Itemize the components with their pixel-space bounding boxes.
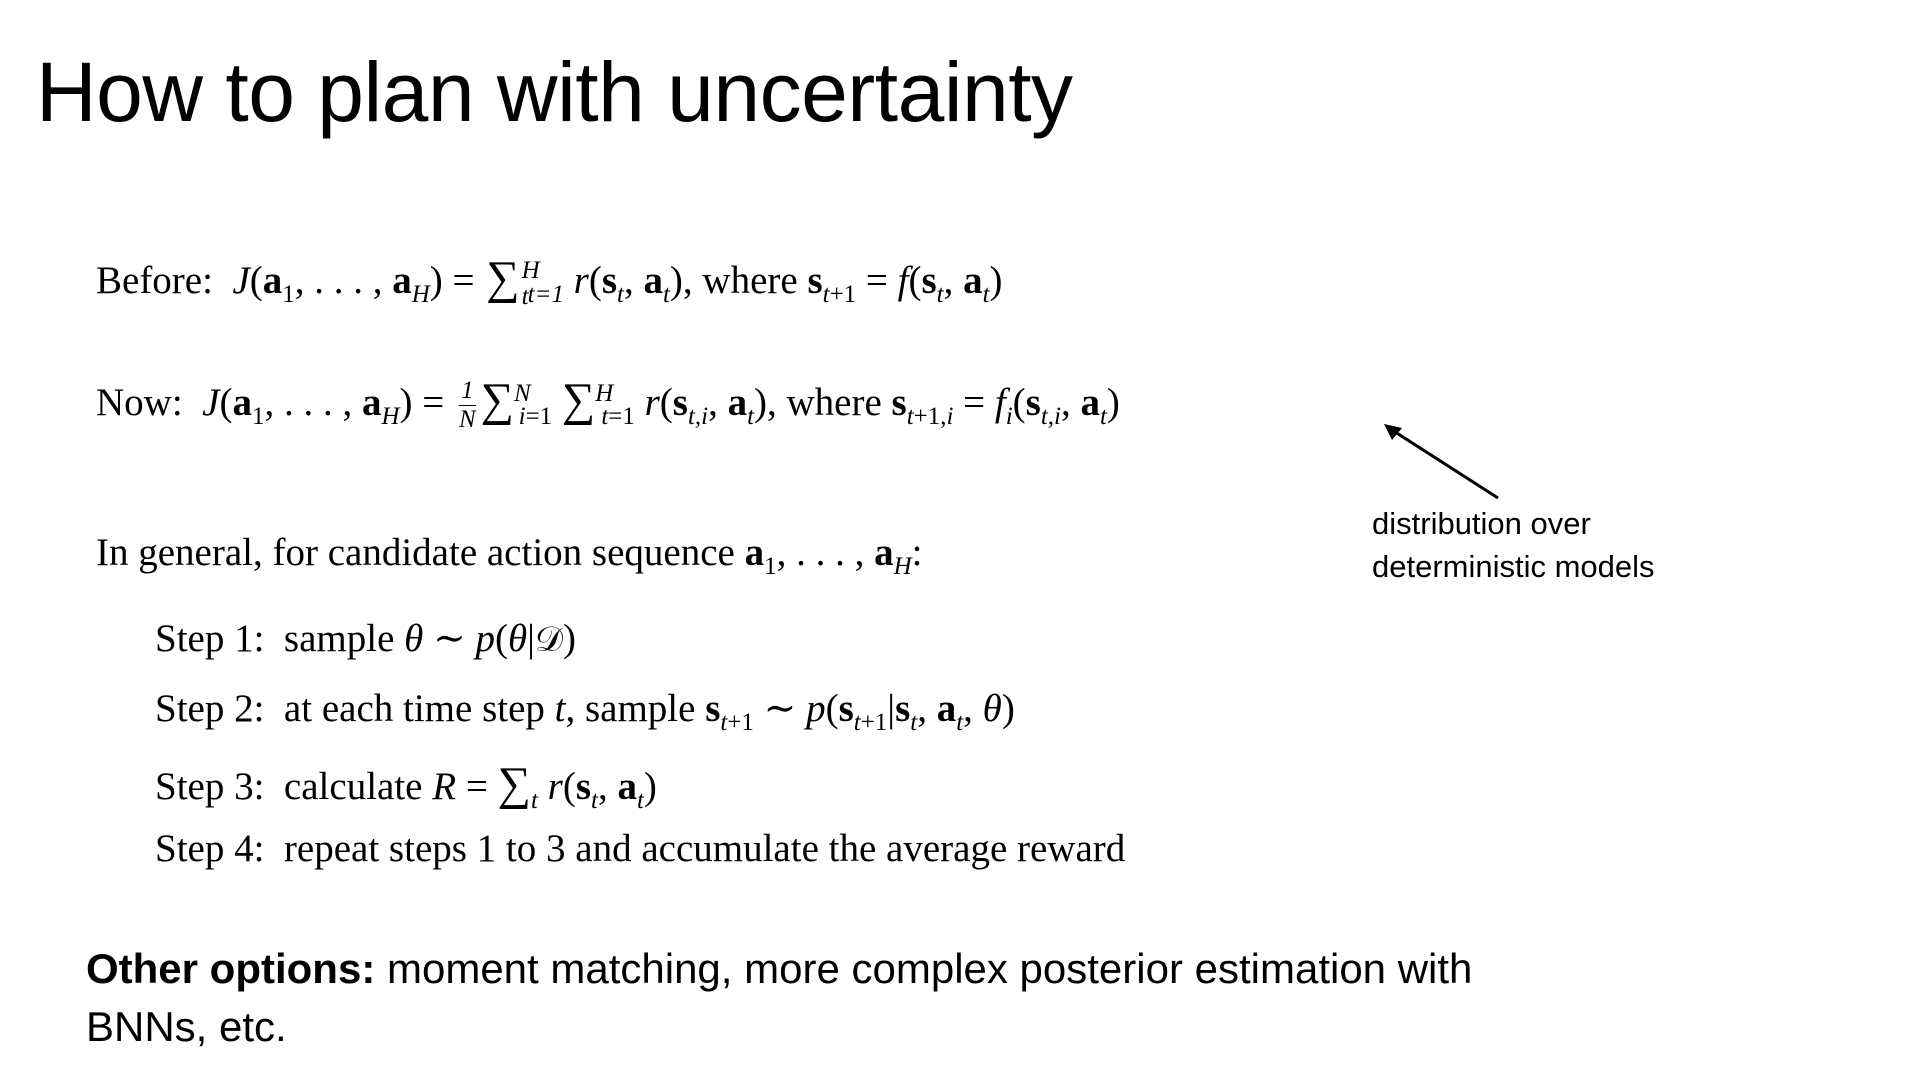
general-label: In general, for candidate action sequenc… [96, 531, 735, 574]
equation-now: Now: J(a1, . . . , aH) = 1 N ∑Ni=1 ∑Ht=1 r… [96, 374, 1120, 433]
before-label: Before: [96, 259, 213, 302]
other-options-label: Other options: [86, 945, 376, 992]
where-word-2: where [786, 381, 882, 424]
step-4-text: repeat steps 1 to 3 and accumulate the a… [283, 827, 1126, 870]
step-2-label: Step 2: [155, 687, 265, 730]
annotation: distribution over deterministic models [1372, 502, 1655, 588]
general-statement: In general, for candidate action sequenc… [96, 531, 923, 580]
step-1-label: Step 1: [155, 617, 265, 660]
other-options-text: moment matching, more complex posterior … [86, 945, 1473, 1050]
step-4: Step 4: repeat steps 1 to 3 and accumula… [155, 826, 1125, 873]
step-3: Step 3: calculate R = ∑t r(st, at) [155, 758, 657, 814]
where-word: where [702, 259, 798, 302]
annotation-line-1: distribution over [1372, 506, 1591, 541]
other-options: Other options: moment matching, more com… [86, 940, 1586, 1056]
now-label: Now: [96, 381, 183, 424]
page-title: How to plan with uncertainty [36, 45, 1073, 139]
step-4-label: Step 4: [155, 827, 265, 870]
step-1-text: sample [283, 617, 395, 660]
step-3-text: calculate [283, 765, 423, 808]
step-2-text: at each time step [283, 687, 545, 730]
step-2: Step 2: at each time step t, sample st+1… [155, 687, 1015, 736]
step-2-sample: sample [584, 687, 696, 730]
step-3-label: Step 3: [155, 765, 265, 808]
step-1: Step 1: sample θ ∼ p(θ|𝒟) [155, 617, 576, 660]
annotation-line-2: deterministic models [1372, 549, 1655, 584]
annotation-arrow-icon [1384, 424, 1499, 500]
